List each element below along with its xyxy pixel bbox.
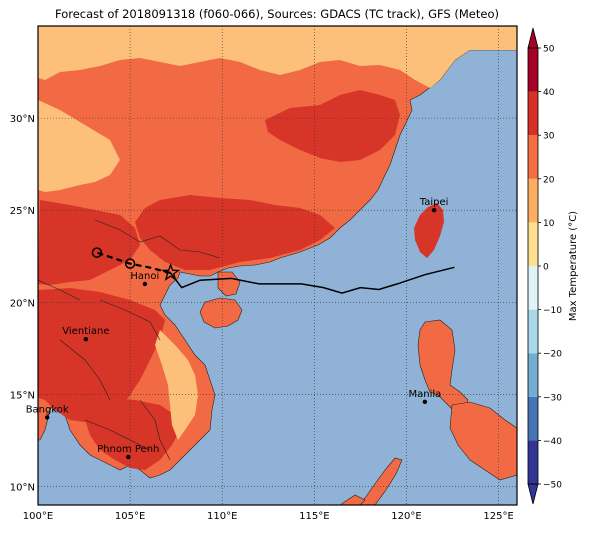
latitude-tick-label: 30°N [10,114,35,125]
longitude-tick-label: 125°E [483,511,513,522]
latitude-tick-label: 25°N [10,206,35,217]
figure-title: Forecast of 2018091318 (f060-066), Sourc… [55,7,499,21]
track-observed-line [170,266,455,294]
colorbar-segment [528,440,538,484]
colorbar-tick-label: −20 [543,350,562,360]
colorbar-segment [528,353,538,397]
country-borders [38,219,221,461]
land-borneo-tip [339,494,366,505]
colorbar-tick-label: 50 [543,45,555,55]
current-position-star-icon [161,263,181,281]
land-leizhou [217,271,241,297]
colorbar: 50 40 30 20 10 0 −10 −20 −30 −40 −50 Max Temperatu… [527,27,579,505]
land-cool-north [38,26,517,88]
city-dot-icon [126,454,131,460]
latitude-tick-label: 10°N [10,483,35,494]
map-area [38,26,517,505]
colorbar-tick-label: 30 [543,132,555,142]
city-label: Hanoi [130,271,159,282]
colorbar-tick-label: −30 [543,393,562,403]
city-label: Taipei [419,197,449,208]
land-visayas [449,401,517,481]
city-dot-icon [45,415,50,420]
land-palawan [359,457,403,505]
colorbar-label: Max Temperature (°C) [568,211,579,321]
colorbar-segment [528,396,538,441]
longitude-tick-label: 110°E [207,511,237,522]
city-dot-icon [431,208,437,213]
land-hot-sichuan [38,200,140,285]
city-dot-icon [142,281,148,287]
city-label: Bangkok [26,404,69,415]
colorbar-segment [528,178,538,223]
land-cool-west [38,100,120,192]
colorbar-segment [528,48,538,92]
storm-track [91,247,455,294]
colorbar-segment [528,135,538,179]
land-hainan [199,297,243,329]
longitude-tick-label: 115°E [299,511,329,522]
colorbar-tick-label: −50 [543,481,562,491]
land-taiwan [414,203,444,258]
colorbar-segment [528,309,538,354]
city-dot-icon [422,399,428,405]
colorbar-segment [528,222,538,266]
colorbar-tick-label: −10 [543,306,562,316]
longitude-labels: 100°E 105°E 110°E 115°E 120°E 125°E [23,511,514,522]
track-point-circle-icon [124,258,136,269]
colorbar-segment [528,266,538,310]
colorbar-ticks: 50 40 30 20 10 0 −10 −20 −30 −40 −50 [538,45,562,491]
colorbar-tick-label: −40 [543,437,562,447]
map-frame [37,25,518,506]
land-hot-cambodia [85,398,180,470]
colorbar-tick-label: 10 [543,219,555,229]
land-hot-indochina [38,288,165,422]
latitude-tick-label: 15°N [10,390,35,401]
longitude-tick-label: 105°E [115,511,145,522]
colorbar-extend-min [527,483,539,505]
city-label: Vientiane [62,326,109,337]
colorbar-segments [527,27,539,505]
land-hot-yangtze [265,90,400,162]
land-cool-vietnam-coast [155,330,198,440]
city-dot-icon [83,336,89,342]
city-label: Manila [408,389,441,400]
track-forecast-line [96,251,171,274]
city-markers: Taipei Hanoi Vientiane Manila Bangkok Phnom P… [26,197,449,460]
colorbar-segment [528,91,538,136]
colorbar-tick-label: 0 [543,263,549,273]
latitude-tick-label: 20°N [10,298,35,309]
land-hot-south-china [135,195,335,270]
colorbar-tick-label: 40 [543,88,555,98]
colorbar-tick-label: 20 [543,175,555,185]
city-label: Phnom Penh [97,444,159,455]
latitude-labels: 10°N 15°N 20°N 25°N 30°N [10,114,35,493]
track-forecast-points [91,247,136,269]
colorbar-extend-max [527,27,539,49]
track-point-circle-icon [91,247,103,258]
longitude-tick-label: 100°E [23,511,53,522]
longitude-tick-label: 120°E [391,511,421,522]
